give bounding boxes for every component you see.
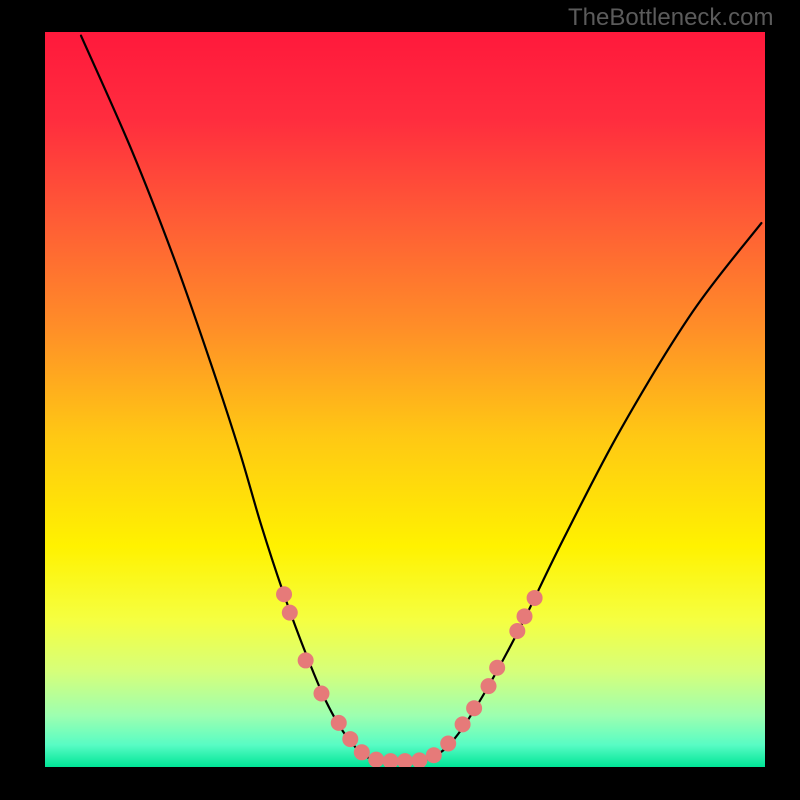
scatter-point bbox=[354, 744, 370, 760]
scatter-point bbox=[527, 590, 543, 606]
scatter-point bbox=[426, 747, 442, 763]
scatter-point bbox=[331, 715, 347, 731]
scatter-point bbox=[342, 731, 358, 747]
scatter-point bbox=[440, 735, 456, 751]
scatter-point bbox=[298, 652, 314, 668]
watermark-text: TheBottleneck.com bbox=[568, 4, 773, 32]
scatter-point bbox=[481, 678, 497, 694]
scatter-point bbox=[313, 686, 329, 702]
scatter-point bbox=[517, 608, 533, 624]
bottleneck-chart bbox=[45, 32, 765, 767]
scatter-point bbox=[276, 586, 292, 602]
scatter-point bbox=[282, 605, 298, 621]
plot-background bbox=[45, 32, 765, 767]
scatter-point bbox=[455, 716, 471, 732]
scatter-point bbox=[368, 752, 384, 767]
scatter-point bbox=[466, 700, 482, 716]
scatter-point bbox=[509, 623, 525, 639]
scatter-point bbox=[489, 660, 505, 676]
